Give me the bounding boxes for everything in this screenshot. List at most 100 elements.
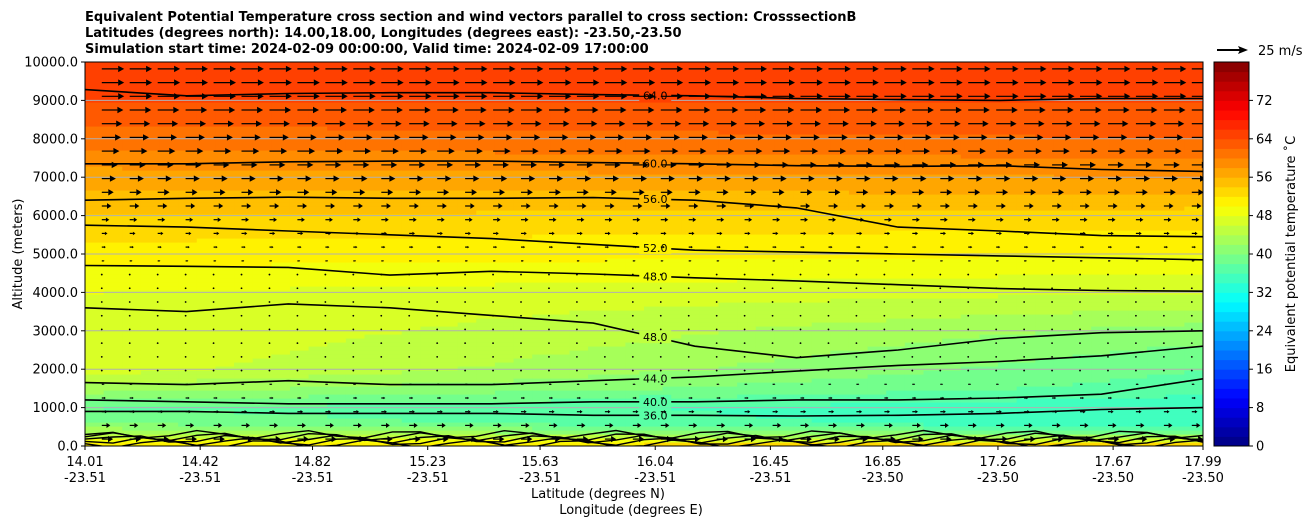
filled-contour-cell	[904, 354, 925, 359]
filled-contour-cell	[532, 422, 552, 427]
filled-contour-cell	[178, 354, 198, 359]
filled-contour-cell	[383, 266, 403, 271]
filled-contour-cell	[942, 194, 962, 199]
filled-contour-cell	[215, 362, 235, 367]
filled-contour-cell	[960, 250, 980, 255]
filled-contour-cell	[662, 370, 682, 375]
filled-contour-cell	[625, 354, 645, 359]
filled-contour-cell	[774, 198, 794, 203]
filled-contour-cell	[606, 434, 626, 439]
filled-contour-cell	[644, 326, 664, 331]
filled-contour-cell	[588, 262, 608, 267]
filled-contour-cell	[867, 442, 887, 446]
filled-contour-cell	[457, 206, 477, 211]
filled-contour-cell	[923, 162, 943, 167]
filled-contour-cell	[140, 318, 161, 323]
filled-contour-cell	[662, 430, 682, 435]
filled-contour-cell	[588, 286, 608, 291]
filled-contour-cell	[867, 302, 887, 307]
filled-contour-cell	[923, 318, 943, 323]
filled-contour-cell	[625, 402, 645, 407]
filled-contour-cell	[103, 286, 123, 291]
filled-contour-cell	[420, 170, 440, 175]
filled-contour-cell	[960, 62, 980, 67]
filled-contour-cell	[625, 430, 645, 435]
filled-contour-cell	[848, 62, 869, 67]
filled-contour-cell	[1035, 226, 1055, 231]
filled-contour-cell	[308, 170, 328, 175]
filled-contour-cell	[178, 242, 198, 247]
filled-contour-cell	[644, 62, 664, 67]
filled-contour-cell	[308, 442, 328, 446]
filled-contour-cell	[718, 86, 738, 91]
filled-contour-cell	[681, 306, 701, 311]
filled-contour-cell	[886, 402, 906, 407]
filled-contour-cell	[755, 390, 776, 395]
filled-contour-cell	[271, 342, 291, 347]
filled-contour-cell	[289, 154, 310, 159]
filled-contour-cell	[588, 110, 608, 115]
filled-contour-cell	[904, 298, 925, 303]
filled-contour-cell	[848, 310, 869, 315]
filled-contour-cell	[774, 222, 794, 227]
filled-contour-cell	[532, 354, 552, 359]
filled-contour-cell	[420, 78, 440, 83]
filled-contour-cell	[289, 346, 310, 351]
filled-contour-cell	[327, 302, 347, 307]
filled-contour-cell	[1016, 330, 1036, 335]
filled-contour-cell	[662, 138, 682, 143]
filled-contour-cell	[737, 394, 757, 399]
filled-contour-cell	[606, 246, 626, 251]
filled-contour-cell	[569, 170, 589, 175]
filled-contour-cell	[811, 406, 831, 411]
filled-contour-cell	[662, 78, 682, 83]
filled-contour-cell	[420, 418, 440, 423]
filled-contour-cell	[830, 146, 850, 151]
filled-contour-cell	[588, 178, 608, 183]
filled-contour-cell	[979, 402, 999, 407]
filled-contour-cell	[85, 90, 105, 95]
filled-contour-cell	[327, 210, 347, 215]
filled-contour-cell	[439, 426, 459, 431]
filled-contour-cell	[159, 138, 179, 143]
filled-contour-cell	[886, 262, 906, 267]
filled-contour-cell	[569, 186, 589, 191]
filled-contour-cell	[923, 210, 943, 215]
filled-contour-cell	[85, 178, 105, 183]
filled-contour-cell	[606, 310, 626, 315]
filled-contour-cell	[383, 126, 403, 131]
filled-contour-cell	[494, 262, 515, 267]
filled-contour-cell	[215, 266, 235, 271]
filled-contour-cell	[774, 394, 794, 399]
filled-contour-cell	[569, 414, 589, 419]
filled-contour-cell	[793, 338, 813, 343]
filled-contour-cell	[308, 174, 328, 179]
filled-contour-cell	[960, 178, 980, 183]
filled-contour-cell	[737, 270, 757, 275]
filled-contour-cell	[960, 170, 980, 175]
filled-contour-cell	[681, 158, 701, 163]
filled-contour-cell	[699, 266, 720, 271]
filled-contour-cell	[960, 406, 980, 411]
filled-contour-cell	[606, 374, 626, 379]
filled-contour-cell	[550, 106, 571, 111]
filled-contour-cell	[178, 226, 198, 231]
filled-contour-cell	[364, 246, 384, 251]
filled-contour-cell	[830, 410, 850, 415]
filled-contour-cell	[178, 230, 198, 235]
filled-contour-cell	[140, 394, 161, 399]
filled-contour-cell	[830, 142, 850, 147]
filled-contour-cell	[289, 118, 310, 123]
filled-contour-cell	[383, 158, 403, 163]
filled-contour-cell	[178, 106, 198, 111]
filled-contour-cell	[1035, 358, 1055, 363]
filled-contour-cell	[1035, 278, 1055, 283]
filled-contour-cell	[867, 218, 887, 223]
filled-contour-cell	[867, 170, 887, 175]
filled-contour-cell	[457, 426, 477, 431]
filled-contour-cell	[1035, 314, 1055, 319]
filled-contour-cell	[979, 62, 999, 67]
filled-contour-cell	[718, 134, 738, 139]
filled-contour-cell	[1016, 314, 1036, 319]
filled-contour-cell	[606, 430, 626, 435]
